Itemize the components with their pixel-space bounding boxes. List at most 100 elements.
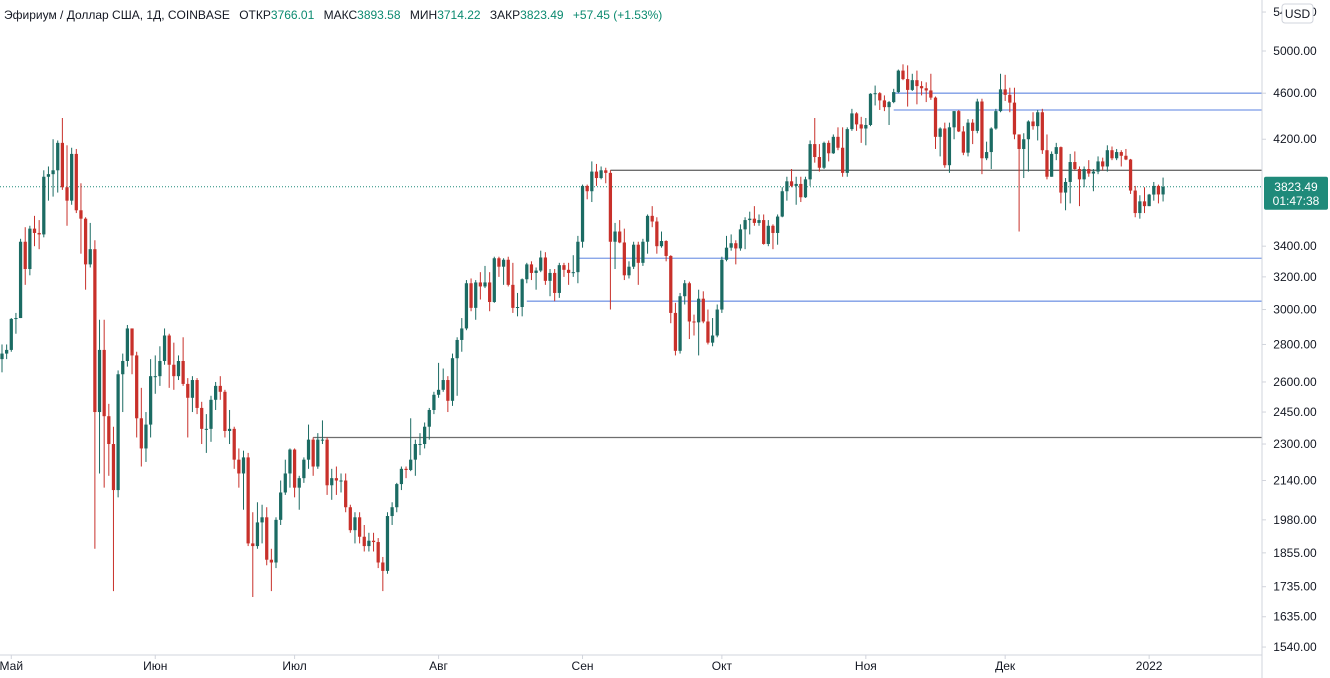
- candle-body: [943, 128, 947, 166]
- candle-body: [325, 439, 329, 486]
- candle-body: [162, 335, 167, 361]
- candle-body: [241, 457, 246, 474]
- candle-body: [288, 449, 292, 474]
- candle-body: [478, 282, 482, 287]
- candle-body: [93, 249, 97, 413]
- candle-body: [766, 225, 770, 244]
- candle-body: [1045, 150, 1049, 177]
- y-tick-label: 2300.00: [1273, 437, 1317, 451]
- candle-body: [929, 90, 933, 98]
- candle-body: [56, 142, 60, 171]
- candle-body: [441, 380, 445, 390]
- candle-body: [1040, 112, 1044, 151]
- y-tick-label: 2450.00: [1273, 405, 1317, 419]
- candle-body: [483, 282, 487, 287]
- plot-area: [0, 64, 1262, 598]
- candle-body: [980, 101, 984, 159]
- low-label: МИН: [410, 8, 437, 22]
- candle-body: [501, 259, 506, 267]
- candle-body: [576, 241, 580, 273]
- candle-body: [529, 264, 534, 273]
- candle-body: [18, 241, 23, 319]
- price-label: 3823.49: [1274, 180, 1318, 194]
- candle-body: [1110, 150, 1114, 159]
- candle-body: [957, 111, 961, 132]
- candle-body: [864, 124, 868, 129]
- candle-body: [339, 480, 343, 482]
- candle-body: [813, 144, 817, 158]
- candle-body: [994, 111, 998, 129]
- y-tick-label: 5000.00: [1273, 44, 1317, 58]
- candle-body: [1063, 181, 1068, 193]
- candle-body: [1119, 152, 1123, 156]
- candle-body: [938, 128, 942, 137]
- candle-body: [789, 181, 794, 186]
- candle-body: [850, 113, 854, 130]
- y-tick-label: 2800.00: [1273, 337, 1317, 351]
- candle-body: [111, 444, 116, 491]
- header: Эфириум / Доллар США, 1Д, COINBASE ОТКР3…: [4, 8, 662, 22]
- candle-body: [158, 360, 162, 377]
- candle-body: [1059, 147, 1063, 193]
- x-tick-label: Июн: [143, 659, 167, 673]
- y-tick-label: 1635.00: [1273, 610, 1317, 624]
- candle-body: [892, 92, 896, 103]
- candle-body: [74, 153, 78, 211]
- candle-body: [357, 517, 362, 537]
- candle-body: [353, 517, 357, 531]
- price-label-box: [1264, 176, 1328, 210]
- candle-body: [246, 457, 250, 544]
- countdown: 01:47:38: [1273, 194, 1320, 208]
- candle-body: [924, 88, 928, 91]
- candle-body: [200, 407, 204, 429]
- candle-body: [269, 559, 273, 563]
- candle-body: [1012, 102, 1017, 135]
- candle-body: [432, 394, 436, 410]
- candle-body: [706, 321, 710, 343]
- candle-body: [492, 258, 496, 303]
- high-label: МАКС: [324, 8, 358, 22]
- candle-body: [669, 255, 673, 313]
- candle-body: [186, 383, 190, 398]
- candle-body: [622, 242, 626, 276]
- x-tick-label: Ноя: [855, 659, 877, 673]
- candle-body: [748, 218, 752, 221]
- candle-body: [297, 478, 301, 488]
- candle-body: [971, 122, 975, 131]
- candle-body: [446, 380, 450, 401]
- candle-body: [655, 221, 659, 247]
- candle-body: [376, 542, 380, 563]
- candle-body: [102, 349, 106, 417]
- candle-body: [195, 380, 199, 408]
- close-label: ЗАКР: [490, 8, 520, 22]
- candle-body: [641, 241, 645, 263]
- candle-body: [548, 272, 552, 281]
- candle-body: [172, 364, 176, 377]
- candle-body: [1128, 159, 1133, 191]
- candle-body: [79, 210, 83, 219]
- candle-body: [896, 70, 900, 93]
- candle-body: [515, 307, 520, 309]
- candle-body: [1026, 121, 1031, 140]
- candle-body: [1073, 162, 1077, 170]
- candle-body: [316, 439, 320, 467]
- candle-body: [580, 185, 585, 242]
- candle-body: [933, 97, 938, 137]
- candle-body: [1142, 201, 1147, 207]
- high-value: 3893.58: [357, 8, 401, 22]
- candle-body: [1101, 161, 1105, 167]
- currency-badge: [1281, 3, 1314, 24]
- candle-body: [673, 312, 678, 351]
- candle-body: [618, 231, 622, 243]
- x-tick-label: Авг: [429, 659, 448, 673]
- candle-body: [645, 215, 650, 242]
- candle-body: [762, 220, 766, 244]
- candle-body: [5, 349, 9, 354]
- candle-body: [664, 241, 668, 256]
- candle-body: [488, 282, 492, 303]
- y-tick-label: 2140.00: [1273, 474, 1317, 488]
- candle-body: [334, 478, 339, 481]
- candle-body: [650, 215, 654, 222]
- candle-body: [525, 264, 529, 280]
